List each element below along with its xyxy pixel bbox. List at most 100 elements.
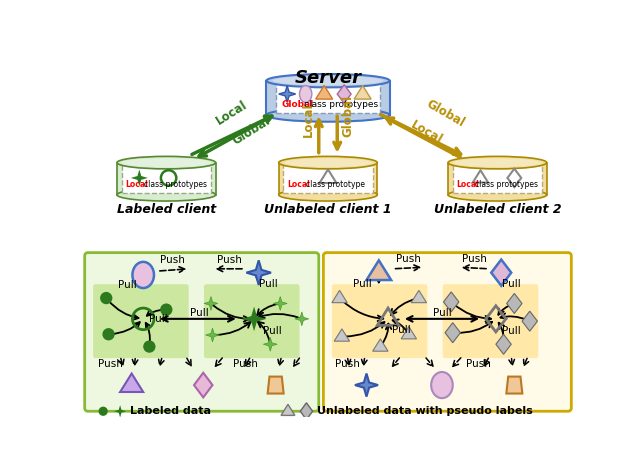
Text: Labeled client: Labeled client xyxy=(116,203,216,216)
Polygon shape xyxy=(246,260,271,285)
Text: Local: Local xyxy=(408,119,445,147)
Polygon shape xyxy=(316,85,333,99)
Text: Pull: Pull xyxy=(149,314,168,324)
Text: Global: Global xyxy=(230,113,272,147)
Text: Pull: Pull xyxy=(190,308,209,318)
Polygon shape xyxy=(205,328,220,342)
Polygon shape xyxy=(279,85,296,103)
Polygon shape xyxy=(496,334,511,354)
Polygon shape xyxy=(242,307,266,331)
Ellipse shape xyxy=(448,189,547,201)
Polygon shape xyxy=(268,377,284,393)
Polygon shape xyxy=(507,294,522,313)
Polygon shape xyxy=(300,403,312,420)
Polygon shape xyxy=(448,163,547,195)
Polygon shape xyxy=(117,163,216,195)
Text: Pull: Pull xyxy=(392,325,410,335)
Polygon shape xyxy=(114,405,126,417)
FancyBboxPatch shape xyxy=(452,165,542,193)
Text: Unlabeled client 1: Unlabeled client 1 xyxy=(264,203,392,216)
Polygon shape xyxy=(492,259,511,286)
Text: Local: Local xyxy=(301,103,314,137)
Polygon shape xyxy=(279,163,378,195)
Circle shape xyxy=(160,303,172,316)
Polygon shape xyxy=(522,311,538,331)
Ellipse shape xyxy=(122,158,211,167)
Ellipse shape xyxy=(266,108,390,122)
Polygon shape xyxy=(281,404,295,416)
Text: Pull: Pull xyxy=(433,308,451,318)
FancyBboxPatch shape xyxy=(122,165,211,193)
Polygon shape xyxy=(273,296,287,310)
Text: Local: Local xyxy=(125,181,148,189)
Polygon shape xyxy=(354,85,371,99)
Text: Local: Local xyxy=(287,181,310,189)
Text: Global: Global xyxy=(342,95,355,137)
Text: Global: Global xyxy=(281,99,314,109)
Ellipse shape xyxy=(284,158,372,167)
Ellipse shape xyxy=(279,156,378,169)
Polygon shape xyxy=(355,373,378,397)
Circle shape xyxy=(99,407,108,416)
Polygon shape xyxy=(120,373,143,392)
Polygon shape xyxy=(263,337,277,351)
Polygon shape xyxy=(445,323,460,343)
Ellipse shape xyxy=(279,189,378,201)
FancyBboxPatch shape xyxy=(323,253,572,411)
Ellipse shape xyxy=(266,74,390,87)
Text: Push: Push xyxy=(462,254,487,264)
Ellipse shape xyxy=(431,372,452,398)
FancyBboxPatch shape xyxy=(84,253,319,411)
Polygon shape xyxy=(131,169,148,186)
Ellipse shape xyxy=(117,189,216,201)
Text: Local: Local xyxy=(456,181,479,189)
FancyBboxPatch shape xyxy=(443,284,538,358)
Text: class prototypes: class prototypes xyxy=(144,181,207,189)
Text: Push: Push xyxy=(335,359,360,370)
Text: Push: Push xyxy=(467,359,492,370)
Polygon shape xyxy=(444,292,459,312)
Polygon shape xyxy=(337,85,351,103)
Ellipse shape xyxy=(448,156,547,169)
FancyBboxPatch shape xyxy=(93,284,189,358)
Text: class prototypes: class prototypes xyxy=(304,99,378,109)
Polygon shape xyxy=(194,373,212,397)
Text: Push: Push xyxy=(160,256,185,265)
Ellipse shape xyxy=(273,76,383,85)
FancyBboxPatch shape xyxy=(204,284,300,358)
Ellipse shape xyxy=(453,158,541,167)
Polygon shape xyxy=(266,81,390,115)
Circle shape xyxy=(143,340,156,353)
Text: Push: Push xyxy=(233,359,258,370)
Ellipse shape xyxy=(132,262,154,288)
Text: Global: Global xyxy=(424,97,467,129)
Polygon shape xyxy=(334,329,349,341)
Polygon shape xyxy=(204,296,218,310)
Polygon shape xyxy=(367,260,391,280)
Text: Labeled data: Labeled data xyxy=(130,406,211,416)
Polygon shape xyxy=(401,326,417,339)
Polygon shape xyxy=(372,339,388,351)
Text: Pull: Pull xyxy=(263,326,282,336)
Text: Local: Local xyxy=(214,98,250,128)
Polygon shape xyxy=(332,290,348,303)
Text: Unlabeled data with pseudo labels: Unlabeled data with pseudo labels xyxy=(317,406,533,416)
Text: class prototypes: class prototypes xyxy=(475,181,538,189)
Text: Push: Push xyxy=(396,254,421,264)
Text: Pull: Pull xyxy=(353,279,372,288)
FancyBboxPatch shape xyxy=(276,79,380,113)
Text: Push: Push xyxy=(217,256,242,265)
Text: Push: Push xyxy=(99,359,124,370)
Circle shape xyxy=(100,292,113,304)
Polygon shape xyxy=(411,290,427,303)
FancyBboxPatch shape xyxy=(284,165,372,193)
Polygon shape xyxy=(506,377,522,393)
FancyBboxPatch shape xyxy=(332,284,428,358)
Circle shape xyxy=(102,328,115,340)
Text: Pull: Pull xyxy=(502,326,520,336)
Text: Pull: Pull xyxy=(118,280,137,290)
Polygon shape xyxy=(295,312,308,326)
Ellipse shape xyxy=(117,156,216,169)
Text: Unlabeled client 2: Unlabeled client 2 xyxy=(433,203,561,216)
Text: class prototype: class prototype xyxy=(306,181,365,189)
